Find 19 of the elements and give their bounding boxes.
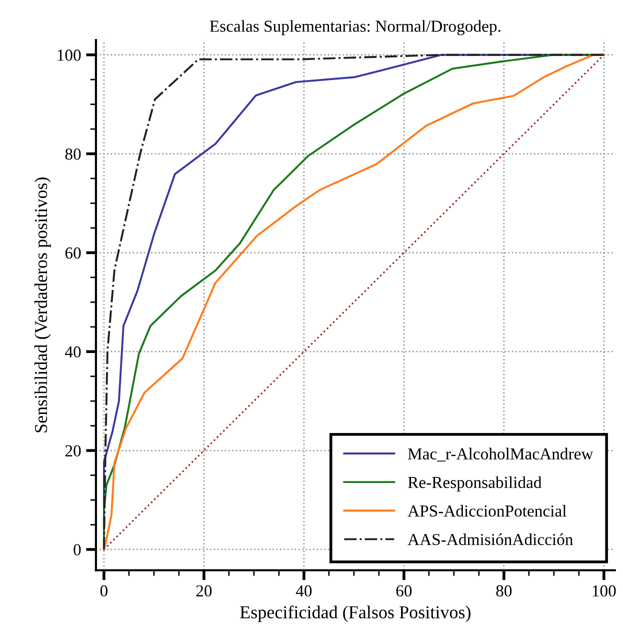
y-tick-label: 80 <box>65 148 81 160</box>
x-tick-label: 80 <box>496 585 512 597</box>
x-tick-label: 60 <box>396 585 412 597</box>
y-tick-label: 20 <box>65 445 81 456</box>
chart-title: Escalas Suplementarias: Normal/Drogodep. <box>210 20 500 36</box>
x-tick-label: 100 <box>592 585 616 597</box>
x-tick-label: 40 <box>296 585 312 597</box>
x-tick-label: 0 <box>100 585 108 597</box>
y-tick-label: 0 <box>74 544 81 556</box>
legend-label: Mac_r-AlcoholMacAndrew <box>408 448 594 462</box>
y-tick-label: 40 <box>65 346 81 358</box>
x-axis-title: Especificidad (Falsos Positivos) <box>240 605 470 622</box>
legend-label: AAS-AdmisiónAdicción <box>408 533 573 546</box>
x-tick-label: 20 <box>196 585 212 597</box>
y-axis-title: Sensibilidad (Verdaderos positivos) <box>34 178 51 432</box>
legend-label: APS-AdiccionPotencial <box>408 504 566 517</box>
y-tick-label: 60 <box>65 247 81 259</box>
y-tick-label: 100 <box>58 50 81 61</box>
legend-label: Re-Responsabilidad <box>408 476 542 492</box>
